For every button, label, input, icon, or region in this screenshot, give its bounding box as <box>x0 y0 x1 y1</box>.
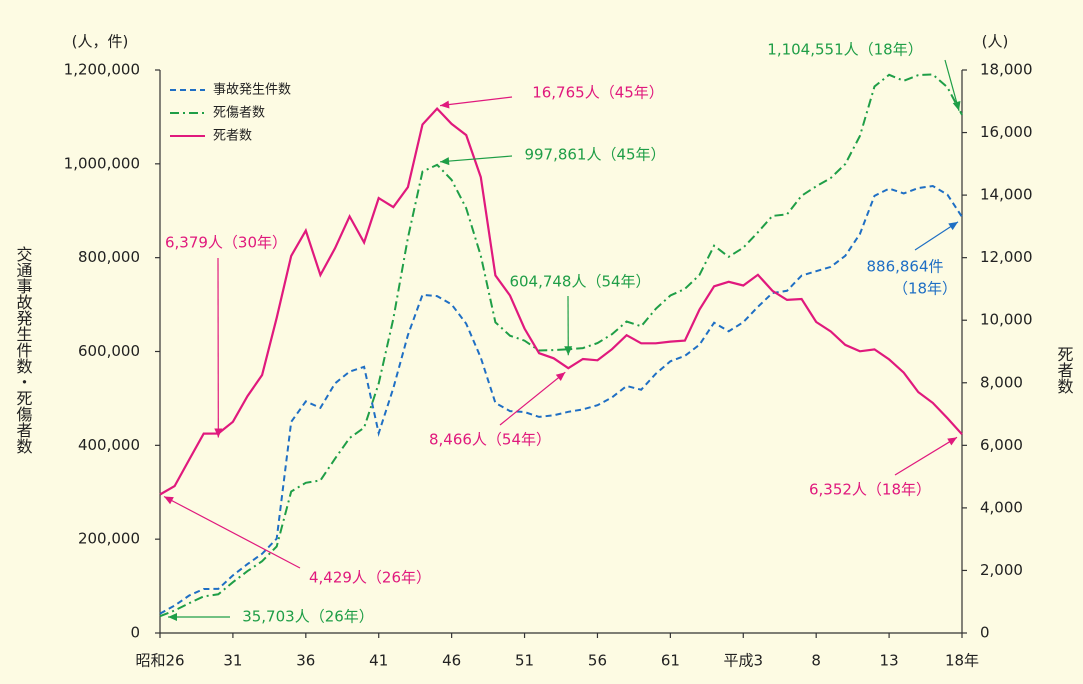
arrow-head <box>440 100 450 109</box>
legend-label: 死傷者数 <box>213 106 265 121</box>
annotation: 16,765人（45年） <box>532 84 664 102</box>
annotation: 1,104,551人（18年） <box>767 41 922 59</box>
annotation: （18年） <box>893 280 957 298</box>
annotation: 604,748人（54年） <box>509 273 650 291</box>
arrow-head <box>952 101 961 111</box>
y2-tick-label: 16,000 <box>980 123 1033 141</box>
arrow-head <box>947 437 957 446</box>
y2-tick-label: 2,000 <box>980 561 1023 579</box>
y-tick-label: 400,000 <box>78 436 140 454</box>
annotation-arrow <box>163 495 301 569</box>
y-axis-title-left: 交通事故発生件数・死傷者数 <box>14 246 33 454</box>
annotation-arrow <box>440 155 513 163</box>
annotation-arrow <box>499 371 566 426</box>
arrow-head <box>440 157 450 166</box>
annotation-arrow <box>439 96 513 107</box>
annotation: 6,379人（30年） <box>165 234 287 252</box>
annotation-arrow <box>894 436 958 476</box>
x-tick-label: 56 <box>588 652 607 670</box>
arrow-head <box>214 428 223 438</box>
arrow-head <box>555 372 566 381</box>
x-tick-label: 61 <box>661 652 680 670</box>
y-label-left: (人，件) <box>72 33 129 51</box>
y2-tick-label: 8,000 <box>980 373 1023 391</box>
x-tick-label: 昭和26 <box>135 652 184 670</box>
series-line <box>159 73 963 618</box>
y-tick-label: 1,200,000 <box>64 61 140 79</box>
arrow-head <box>168 613 177 621</box>
x-tick-label: 41 <box>369 652 388 670</box>
x-tick-label: 51 <box>515 652 534 670</box>
y2-tick-label: 12,000 <box>980 248 1033 266</box>
y-tick-label: 1,000,000 <box>64 154 140 172</box>
series-line <box>159 106 963 496</box>
annotation: 6,352人（18年） <box>809 481 931 499</box>
x-tick-label: 平成3 <box>723 652 763 670</box>
annotation: 8,466人（54年） <box>429 431 551 449</box>
arrow-head <box>164 496 174 505</box>
y2-tick-label: 14,000 <box>980 186 1033 204</box>
x-tick-label: 31 <box>223 652 242 670</box>
legend-label: 事故発生件数 <box>213 83 291 98</box>
arrow-head <box>948 221 958 231</box>
y2-tick-label: 6,000 <box>980 436 1023 454</box>
y-tick-label: 200,000 <box>78 530 140 548</box>
y2-tick-label: 10,000 <box>980 311 1033 329</box>
annotation: 4,429人（26年） <box>309 569 431 587</box>
y2-tick-label: 4,000 <box>980 498 1023 516</box>
x-tick-label: 13 <box>880 652 899 670</box>
y-label-right: (人) <box>982 33 1009 51</box>
y2-tick-label: 18,000 <box>980 61 1033 79</box>
y-tick-label: 600,000 <box>78 342 140 360</box>
x-tick-label: 46 <box>442 652 461 670</box>
annotation: 886,864件 <box>866 258 943 276</box>
x-tick-label: 8 <box>811 652 821 670</box>
y-tick-label: 800,000 <box>78 248 140 266</box>
legend-label: 死者数 <box>213 129 252 144</box>
x-tick-label: 36 <box>296 652 315 670</box>
arrow-head <box>564 346 573 356</box>
y2-tick-label: 0 <box>980 624 990 642</box>
annotation: 35,703人（26年） <box>242 608 374 626</box>
annotation: 997,861人（45年） <box>524 146 665 164</box>
series-line <box>159 184 963 615</box>
x-tick-label: 18年 <box>945 652 979 670</box>
y-axis-title-right: 死者数 <box>1055 346 1074 394</box>
y-tick-label: 0 <box>130 624 140 642</box>
